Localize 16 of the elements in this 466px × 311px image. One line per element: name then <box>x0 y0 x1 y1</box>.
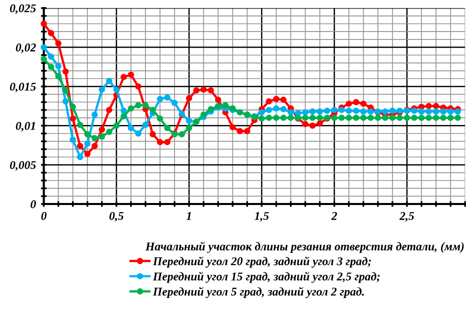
x-tick-label: 2,5 <box>399 212 414 222</box>
y-tick-label: 0,02 <box>16 44 36 54</box>
y-tick-label: 0,005 <box>10 161 36 171</box>
y-tick-label: 0,01 <box>16 122 35 132</box>
legend-label: Передний угол 20 град, задний угол 3 град; <box>152 256 371 268</box>
x-tick-label: 0,5 <box>109 212 124 222</box>
x-axis-title: Начальный участок длины резания отверстия детали, (мм) <box>145 242 464 253</box>
legend-label: Передний угол 5 град, задний угол 2 град. <box>152 287 364 298</box>
legend-label: Передний угол 15 град, задний угол 2,5 град; <box>152 272 380 283</box>
x-tick-label: 2 <box>331 212 338 220</box>
x-tick-label: 1,5 <box>254 212 269 222</box>
y-tick-label: 0,015 <box>10 82 36 92</box>
x-tick-label: 1 <box>186 212 191 220</box>
y-tick-label: 0,025 <box>10 4 36 14</box>
y-tick-label: 0 <box>30 200 36 208</box>
x-tick-label: 0 <box>41 212 47 220</box>
